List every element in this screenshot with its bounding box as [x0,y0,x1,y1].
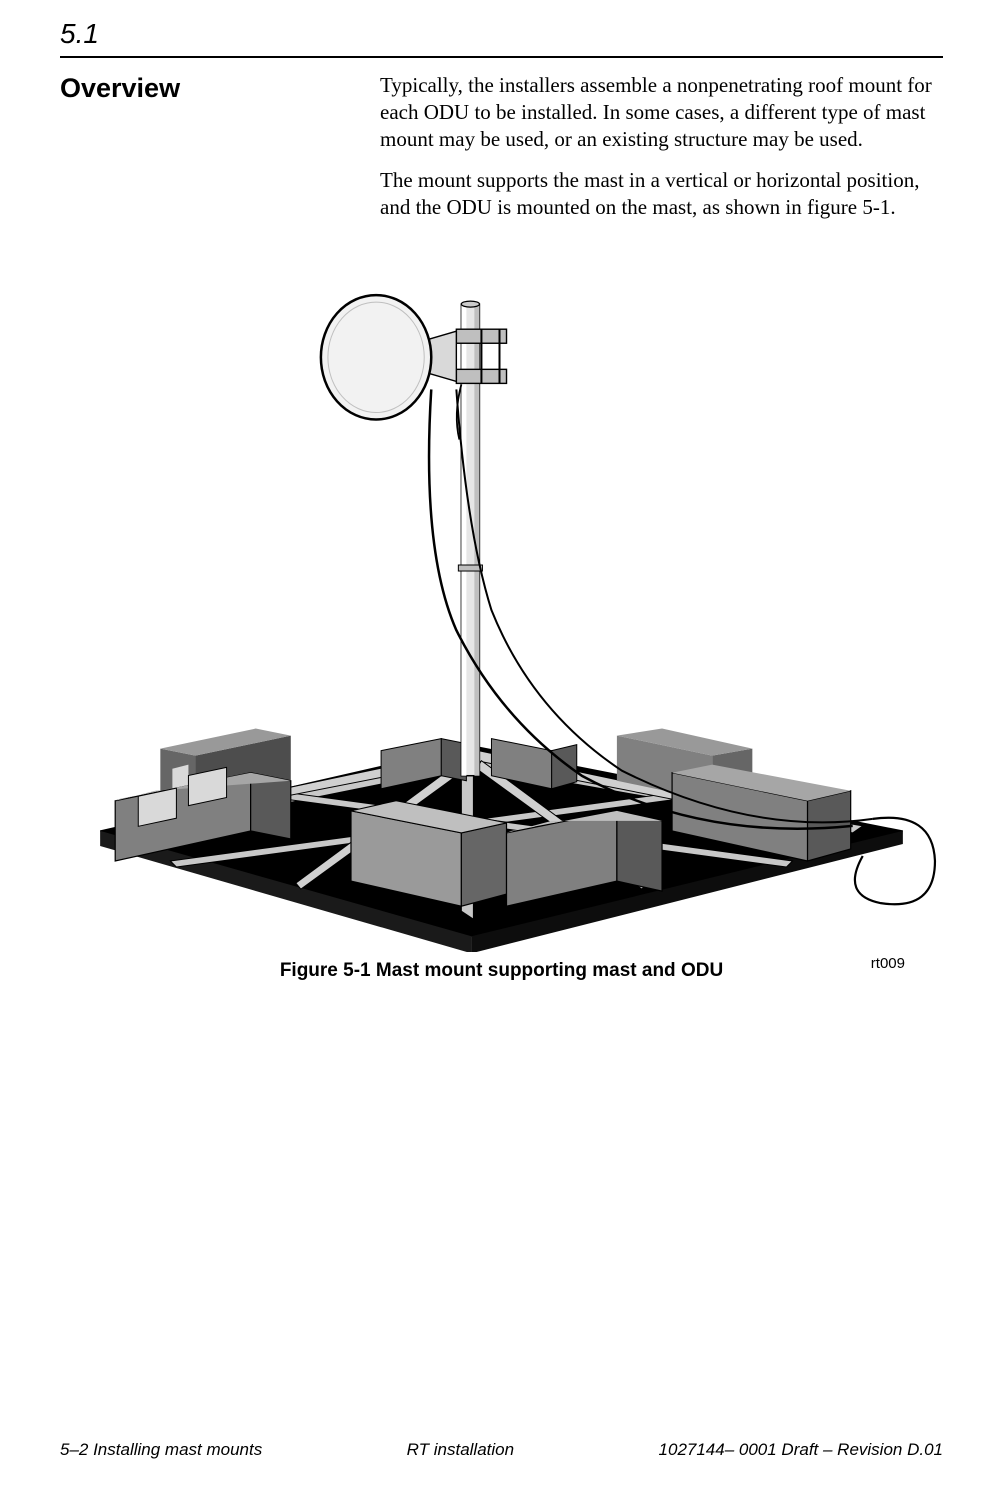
page-footer: 5–2 Installing mast mounts RT installati… [60,1440,943,1460]
figure-ref-id: rt009 [871,955,905,972]
overview-heading: Overview [60,72,360,234]
overview-paragraph-2: The mount supports the mast in a vertica… [380,167,943,221]
figure-5-1: rt009 Figure 5-1 Mast mount supporting m… [60,269,943,981]
mast-mount-diagram [60,269,943,951]
footer-center: RT installation [407,1440,514,1460]
footer-left: 5–2 Installing mast mounts [60,1440,262,1460]
overview-body: Typically, the installers assemble a non… [380,72,943,234]
section-divider [60,56,943,58]
section-number: 5.1 [60,18,943,50]
overview-paragraph-1: Typically, the installers assemble a non… [380,72,943,153]
overview-section: Overview Typically, the installers assem… [60,72,943,234]
footer-right: 1027144– 0001 Draft – Revision D.01 [659,1440,943,1460]
figure-caption: Figure 5-1 Mast mount supporting mast an… [60,960,943,982]
